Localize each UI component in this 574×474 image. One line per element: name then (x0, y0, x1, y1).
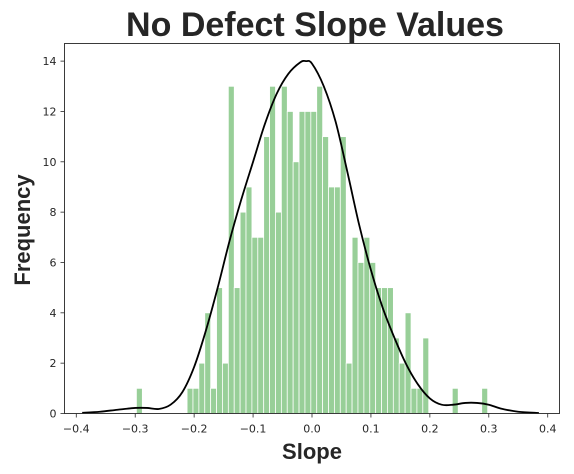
y-tick-label: 14 (43, 55, 57, 68)
histogram-bar-2 (192, 387, 200, 414)
histogram-bar-20 (298, 111, 306, 414)
histogram-bar-11 (245, 186, 253, 414)
histogram-bars (135, 85, 489, 414)
y-axis-label: Frequency (10, 174, 35, 286)
histogram-bar-42 (451, 387, 459, 414)
y-axis-ticks: 0 2 4 6 8 10 12 14 (43, 55, 65, 421)
histogram-bar-14 (263, 136, 271, 414)
histogram-bar-37 (398, 362, 406, 414)
histogram-bar-9 (233, 287, 241, 414)
x-tick-label: −0.2 (181, 423, 208, 436)
histogram-bar-39 (410, 387, 418, 414)
x-axis-ticks: −0.4 −0.3 −0.2 −0.1 0.0 0.1 0.2 0.3 0.4 (63, 413, 557, 436)
histogram-bar-16 (275, 211, 282, 414)
histogram-bar-27 (339, 136, 347, 414)
histogram-bar-33 (375, 287, 382, 414)
histogram-bar-30 (357, 262, 365, 414)
histogram-bar-41 (422, 337, 430, 414)
x-tick-label: 0.1 (362, 423, 380, 436)
histogram-bar-40 (416, 387, 424, 414)
histogram-bar-35 (387, 287, 394, 414)
histogram-bar-22 (310, 111, 318, 414)
y-tick-label: 8 (50, 206, 57, 219)
histogram-bar-4 (204, 312, 212, 414)
histogram-bar-21 (304, 111, 312, 414)
x-tick-label: −0.3 (122, 423, 149, 436)
y-tick-label: 4 (50, 307, 57, 320)
histogram-bar-17 (280, 85, 288, 414)
histogram-bar-1 (186, 387, 194, 414)
histogram-bar-24 (322, 136, 329, 414)
y-tick-label: 6 (50, 256, 57, 269)
x-tick-label: 0.0 (303, 423, 321, 436)
x-axis-label: Slope (282, 439, 342, 464)
x-tick-label: −0.1 (240, 423, 267, 436)
histogram-bar-26 (333, 186, 341, 414)
histogram-bar-5 (210, 387, 217, 414)
histogram-bar-6 (216, 287, 223, 414)
histogram-bar-25 (328, 186, 335, 414)
histogram-bar-43 (481, 387, 489, 414)
histogram-bar-15 (269, 85, 276, 414)
histogram-bar-23 (316, 85, 324, 414)
x-tick-label: 0.3 (480, 423, 498, 436)
y-tick-label: 12 (43, 105, 57, 118)
histogram-bar-18 (286, 111, 294, 414)
histogram-bar-8 (227, 85, 235, 414)
x-tick-label: −0.4 (63, 423, 90, 436)
histogram-bar-12 (251, 236, 259, 414)
kde-curve (82, 59, 539, 414)
x-tick-label: 0.2 (421, 423, 439, 436)
x-tick-label: 0.4 (539, 423, 557, 436)
histogram-bar-29 (351, 236, 359, 414)
histogram-bar-13 (257, 236, 265, 414)
chart-title: No Defect Slope Values (126, 6, 504, 44)
histogram-bar-19 (292, 161, 300, 414)
y-tick-label: 0 (50, 408, 57, 421)
histogram-bar-10 (239, 211, 247, 414)
histogram-bar-0 (135, 387, 143, 414)
y-tick-label: 10 (43, 156, 57, 169)
histogram-bar-7 (222, 362, 229, 414)
histogram-bar-28 (345, 362, 353, 414)
histogram-bar-3 (198, 362, 206, 414)
y-tick-label: 2 (50, 357, 57, 370)
